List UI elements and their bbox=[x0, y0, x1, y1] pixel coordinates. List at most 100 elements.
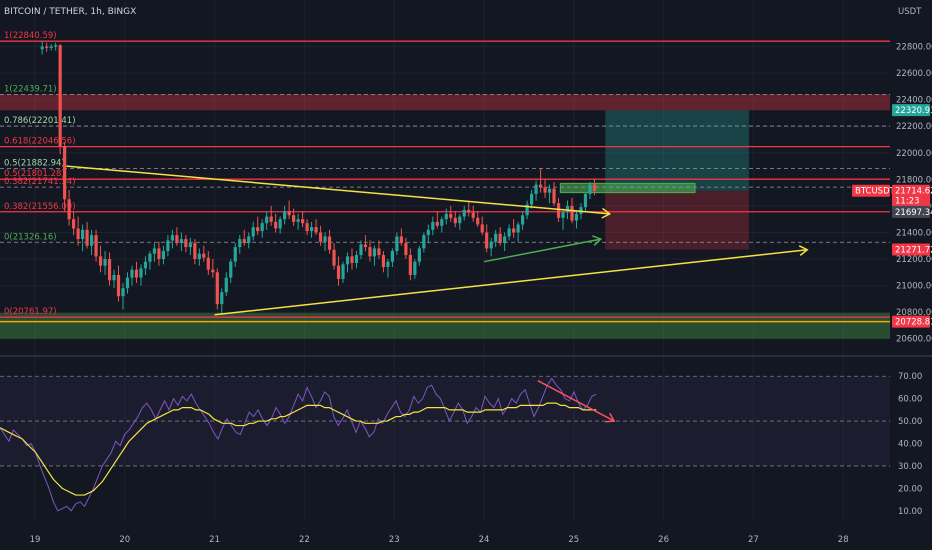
candle[interactable] bbox=[350, 248, 354, 270]
candle[interactable] bbox=[422, 232, 426, 253]
candle[interactable] bbox=[206, 251, 210, 275]
candle[interactable] bbox=[161, 245, 166, 265]
candle[interactable] bbox=[175, 227, 179, 246]
candle[interactable] bbox=[372, 245, 377, 266]
rsi-ma-line[interactable] bbox=[0, 402, 597, 496]
candle[interactable] bbox=[552, 182, 556, 206]
candle[interactable] bbox=[301, 211, 305, 228]
candle[interactable] bbox=[512, 219, 516, 238]
candle[interactable] bbox=[359, 240, 363, 260]
candle[interactable] bbox=[76, 216, 80, 246]
candle[interactable] bbox=[40, 41, 44, 55]
candle[interactable] bbox=[494, 229, 498, 248]
candle[interactable] bbox=[471, 205, 475, 222]
candle[interactable] bbox=[538, 168, 543, 193]
candle[interactable] bbox=[507, 224, 511, 241]
candle[interactable] bbox=[377, 240, 381, 260]
candle[interactable] bbox=[583, 192, 588, 212]
candle[interactable] bbox=[242, 229, 246, 246]
candle[interactable] bbox=[327, 229, 332, 254]
candle[interactable] bbox=[363, 235, 368, 252]
candle[interactable] bbox=[134, 261, 139, 283]
candle[interactable] bbox=[251, 221, 255, 241]
candle[interactable] bbox=[292, 208, 296, 226]
candle[interactable] bbox=[431, 216, 435, 236]
candle[interactable] bbox=[220, 288, 224, 315]
candle[interactable] bbox=[296, 213, 300, 230]
candle[interactable] bbox=[184, 235, 188, 253]
candle[interactable] bbox=[467, 200, 471, 217]
candle[interactable] bbox=[503, 232, 507, 252]
candle[interactable] bbox=[341, 261, 345, 283]
candle[interactable] bbox=[215, 268, 219, 310]
candle[interactable] bbox=[498, 227, 502, 246]
trendline[interactable] bbox=[483, 238, 601, 263]
candle[interactable] bbox=[269, 205, 273, 226]
candle[interactable] bbox=[588, 182, 592, 200]
candle[interactable] bbox=[274, 213, 278, 233]
candle[interactable] bbox=[157, 241, 161, 266]
price-axis[interactable]: 22800.00 22600.00 22400.00 22200.00 22000.00… bbox=[896, 43, 932, 517]
candle[interactable] bbox=[247, 232, 251, 249]
candle[interactable] bbox=[525, 200, 529, 220]
candle[interactable] bbox=[574, 211, 579, 229]
candle[interactable] bbox=[534, 180, 538, 201]
candle[interactable] bbox=[224, 272, 228, 297]
candle[interactable] bbox=[287, 200, 291, 220]
candle[interactable] bbox=[197, 248, 201, 266]
candle[interactable] bbox=[166, 235, 170, 257]
candle[interactable] bbox=[404, 237, 408, 260]
candle[interactable] bbox=[547, 184, 552, 204]
candle[interactable] bbox=[107, 252, 112, 286]
candle[interactable] bbox=[139, 264, 143, 286]
trendlines[interactable] bbox=[66, 165, 809, 316]
candle[interactable] bbox=[179, 232, 183, 252]
candle[interactable] bbox=[453, 211, 457, 228]
candle[interactable] bbox=[211, 259, 215, 278]
candle[interactable] bbox=[98, 245, 103, 273]
candle[interactable] bbox=[529, 189, 534, 209]
candle[interactable] bbox=[278, 216, 282, 234]
candle[interactable] bbox=[94, 229, 98, 262]
candle[interactable] bbox=[193, 239, 197, 265]
candle[interactable] bbox=[265, 211, 269, 230]
candle[interactable] bbox=[476, 211, 480, 228]
rsi-line[interactable] bbox=[0, 377, 597, 512]
candle[interactable] bbox=[309, 221, 314, 238]
candle[interactable] bbox=[130, 265, 134, 286]
candle[interactable] bbox=[440, 216, 444, 233]
candles[interactable] bbox=[40, 41, 597, 315]
candle[interactable] bbox=[462, 205, 466, 221]
candle[interactable] bbox=[485, 224, 489, 253]
candle[interactable] bbox=[386, 259, 390, 278]
candle[interactable] bbox=[399, 228, 403, 246]
candle[interactable] bbox=[395, 232, 399, 256]
candle[interactable] bbox=[89, 229, 94, 256]
candle[interactable] bbox=[345, 252, 350, 273]
rsi-indicator[interactable] bbox=[0, 375, 890, 512]
candle[interactable] bbox=[449, 205, 453, 222]
candle[interactable] bbox=[354, 251, 359, 269]
candle[interactable] bbox=[417, 245, 421, 266]
trendline[interactable] bbox=[66, 165, 610, 215]
candle[interactable] bbox=[116, 265, 121, 302]
candle[interactable] bbox=[368, 240, 372, 262]
candle[interactable] bbox=[516, 221, 520, 242]
trendline[interactable] bbox=[214, 248, 808, 316]
candle[interactable] bbox=[148, 251, 152, 270]
candle[interactable] bbox=[260, 219, 264, 238]
candle[interactable] bbox=[521, 211, 525, 230]
trendline[interactable] bbox=[537, 380, 615, 422]
candle[interactable] bbox=[489, 237, 493, 257]
candle[interactable] bbox=[332, 243, 336, 270]
candle[interactable] bbox=[72, 211, 76, 236]
candle[interactable] bbox=[143, 256, 148, 275]
candle[interactable] bbox=[233, 243, 237, 267]
candle[interactable] bbox=[390, 248, 395, 267]
candle[interactable] bbox=[318, 225, 323, 246]
candle[interactable] bbox=[256, 216, 260, 236]
candle[interactable] bbox=[435, 211, 439, 229]
time-axis[interactable]: 19 20 21 22 23 24 25 26 27 28 bbox=[30, 535, 849, 545]
candle[interactable] bbox=[49, 43, 53, 51]
